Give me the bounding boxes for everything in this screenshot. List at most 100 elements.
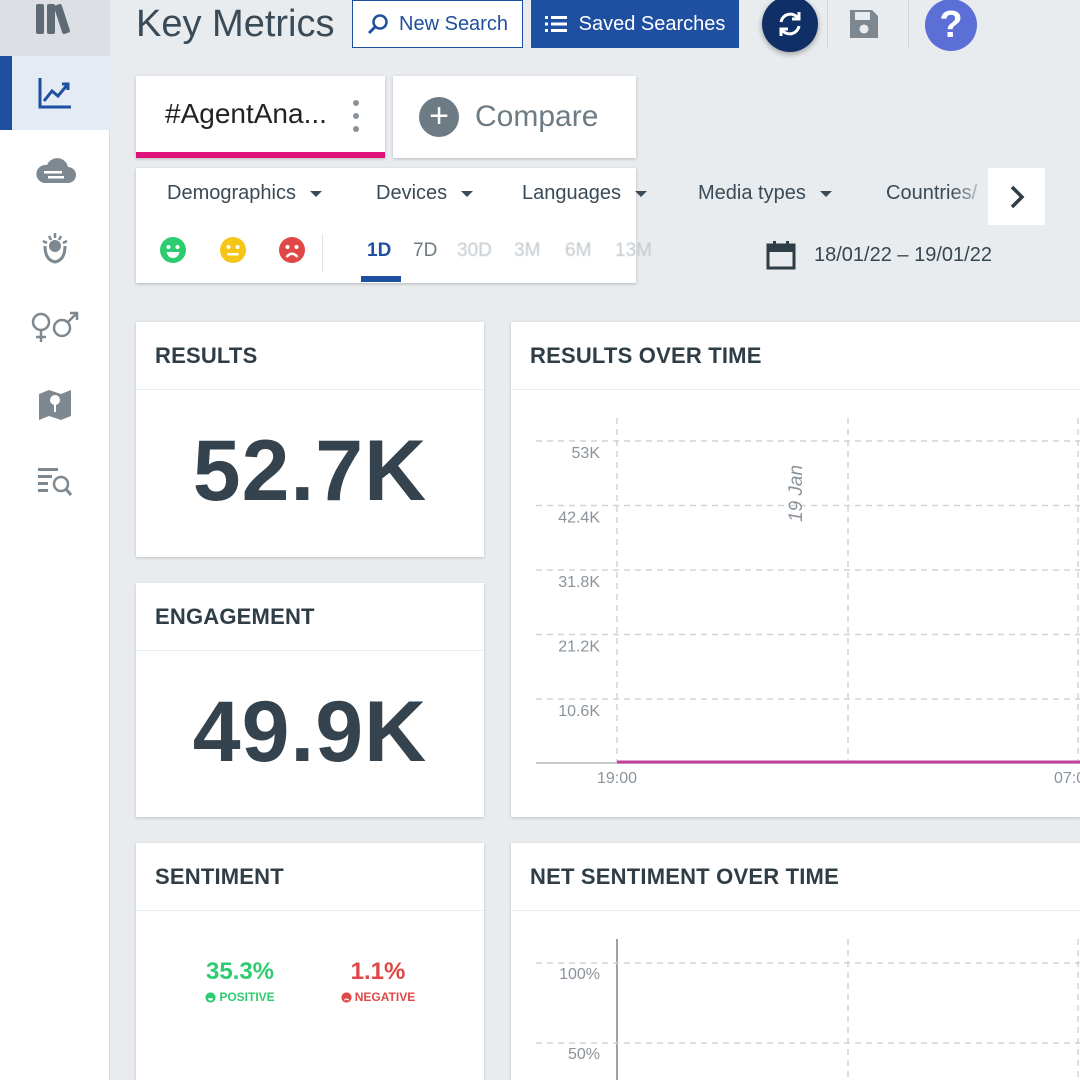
filter-languages[interactable]: Languages bbox=[522, 182, 647, 205]
sidebar-item-demographics[interactable] bbox=[0, 290, 110, 364]
calendar-icon bbox=[766, 241, 796, 270]
caret-down-icon bbox=[461, 190, 474, 197]
more-options-icon[interactable] bbox=[352, 100, 360, 132]
date-range-text: 18/01/22 – 19/01/22 bbox=[814, 243, 992, 266]
results-card: RESULTS 52.7K bbox=[136, 322, 484, 557]
positive-face-icon[interactable] bbox=[159, 236, 187, 264]
results-over-time-card: RESULTS OVER TIME 53K 42.4K 31.8K 21.2K 10.6… bbox=[511, 322, 1080, 817]
filter-divider bbox=[322, 234, 323, 272]
net-sentiment-chart: 100% 50% bbox=[536, 939, 1080, 1080]
save-icon bbox=[850, 10, 878, 38]
x-tick-label: 07:0 bbox=[1054, 770, 1080, 787]
range-3m[interactable]: 3M bbox=[514, 240, 541, 261]
card-title: RESULTS OVER TIME bbox=[511, 322, 1080, 390]
negative-value: 1.1% bbox=[350, 958, 406, 985]
results-value: 52.7K bbox=[192, 423, 428, 519]
saved-searches-button[interactable]: Saved Searches bbox=[531, 0, 739, 48]
range-7d[interactable]: 7D bbox=[413, 240, 438, 261]
map-icon bbox=[39, 390, 71, 420]
filter-media-types[interactable]: Media types bbox=[698, 182, 832, 205]
range-6m[interactable]: 6M bbox=[565, 240, 592, 261]
y-tick-label: 53K bbox=[572, 445, 601, 462]
date-range-picker[interactable]: 18/01/22 – 19/01/22 bbox=[766, 240, 992, 270]
sidebar bbox=[0, 0, 110, 1080]
active-range-indicator bbox=[361, 276, 401, 282]
y-tick-label: 10.6K bbox=[558, 703, 600, 720]
filter-label: Devices bbox=[376, 182, 448, 204]
date-annotation: 19 Jan bbox=[786, 465, 807, 522]
new-search-label: New Search bbox=[399, 12, 508, 35]
positive-stat: 35.3% POSITIVE bbox=[195, 958, 285, 1004]
y-tick-label: 31.8K bbox=[558, 574, 600, 591]
search-tab-name: #AgentAna... bbox=[165, 98, 327, 129]
sidebar-item-library[interactable] bbox=[0, 0, 110, 56]
refresh-icon bbox=[779, 12, 801, 36]
card-title: RESULTS bbox=[136, 322, 484, 390]
influencer-icon bbox=[42, 233, 68, 264]
net-sentiment-card: NET SENTIMENT OVER TIME 100% 50% bbox=[511, 843, 1080, 1080]
positive-face-icon bbox=[205, 991, 216, 1003]
refresh-button[interactable] bbox=[762, 0, 818, 52]
help-button[interactable]: ? bbox=[925, 0, 977, 51]
filter-label: Media types bbox=[698, 182, 806, 204]
gender-icon bbox=[31, 311, 79, 342]
sidebar-item-geography[interactable] bbox=[0, 368, 110, 442]
y-tick-label: 21.2K bbox=[558, 639, 600, 656]
sidebar-item-key-metrics[interactable] bbox=[0, 56, 110, 130]
library-icon bbox=[36, 4, 70, 34]
compare-label: Compare bbox=[475, 100, 599, 133]
filter-demographics[interactable]: Demographics bbox=[167, 182, 322, 205]
sidebar-item-topics[interactable] bbox=[0, 134, 110, 208]
list-icon bbox=[544, 16, 567, 32]
card-title: SENTIMENT bbox=[136, 843, 484, 911]
add-icon: + bbox=[419, 97, 459, 137]
neutral-face-icon[interactable] bbox=[219, 236, 247, 264]
positive-label-row: POSITIVE bbox=[195, 990, 285, 1004]
search-tab[interactable]: #AgentAna... bbox=[136, 76, 385, 158]
caret-down-icon bbox=[309, 190, 322, 197]
positive-value: 35.3% bbox=[205, 958, 275, 985]
cloud-icon bbox=[36, 158, 76, 183]
filter-fade bbox=[950, 172, 990, 224]
header-divider bbox=[827, 0, 828, 48]
sidebar-item-search-results[interactable] bbox=[0, 444, 110, 518]
filter-label: Languages bbox=[522, 182, 621, 204]
engagement-value: 49.9K bbox=[192, 684, 428, 780]
compare-tab[interactable]: + Compare bbox=[393, 76, 636, 158]
sentiment-card: SENTIMENT bbox=[136, 843, 484, 1080]
negative-face-icon[interactable] bbox=[278, 236, 306, 264]
sidebar-item-influencers[interactable] bbox=[0, 212, 110, 286]
negative-label: NEGATIVE bbox=[354, 990, 416, 1004]
y-tick-label: 100% bbox=[559, 966, 600, 983]
caret-down-icon bbox=[819, 190, 832, 197]
engagement-card: ENGAGEMENT 49.9K bbox=[136, 583, 484, 817]
positive-label: POSITIVE bbox=[219, 990, 275, 1004]
list-search-icon bbox=[38, 468, 73, 496]
save-button[interactable] bbox=[844, 4, 884, 44]
new-search-button[interactable]: New Search bbox=[352, 0, 523, 48]
range-13m[interactable]: 13M bbox=[615, 240, 652, 261]
negative-stat: 1.1% NEGATIVE bbox=[330, 958, 426, 1004]
search-icon bbox=[368, 14, 388, 34]
x-tick-label: 19:00 bbox=[597, 770, 637, 787]
active-tab-indicator bbox=[136, 152, 385, 158]
filters-next-button[interactable] bbox=[988, 168, 1045, 225]
filter-bar: Demographics Devices Languages Media typ… bbox=[136, 170, 1046, 224]
trend-chart-icon bbox=[38, 78, 71, 109]
negative-label-row: NEGATIVE bbox=[330, 990, 426, 1004]
page-title: Key Metrics bbox=[136, 3, 335, 45]
negative-face-icon bbox=[341, 991, 352, 1003]
saved-searches-label: Saved Searches bbox=[578, 12, 726, 35]
header-divider bbox=[908, 0, 909, 48]
y-tick-label: 50% bbox=[568, 1046, 600, 1063]
range-1d[interactable]: 1D bbox=[367, 240, 392, 261]
range-30d[interactable]: 30D bbox=[457, 240, 492, 261]
filter-label: Demographics bbox=[167, 182, 296, 204]
card-title: NET SENTIMENT OVER TIME bbox=[511, 843, 1080, 911]
chevron-right-icon bbox=[1010, 185, 1024, 208]
filter-devices[interactable]: Devices bbox=[376, 182, 474, 205]
card-title: ENGAGEMENT bbox=[136, 583, 484, 651]
results-over-time-chart: 53K 42.4K 31.8K 21.2K 10.6K 19:00 07:0 19 Jan bbox=[536, 418, 1080, 787]
filter-panel bbox=[136, 168, 636, 283]
y-tick-label: 42.4K bbox=[558, 510, 600, 527]
